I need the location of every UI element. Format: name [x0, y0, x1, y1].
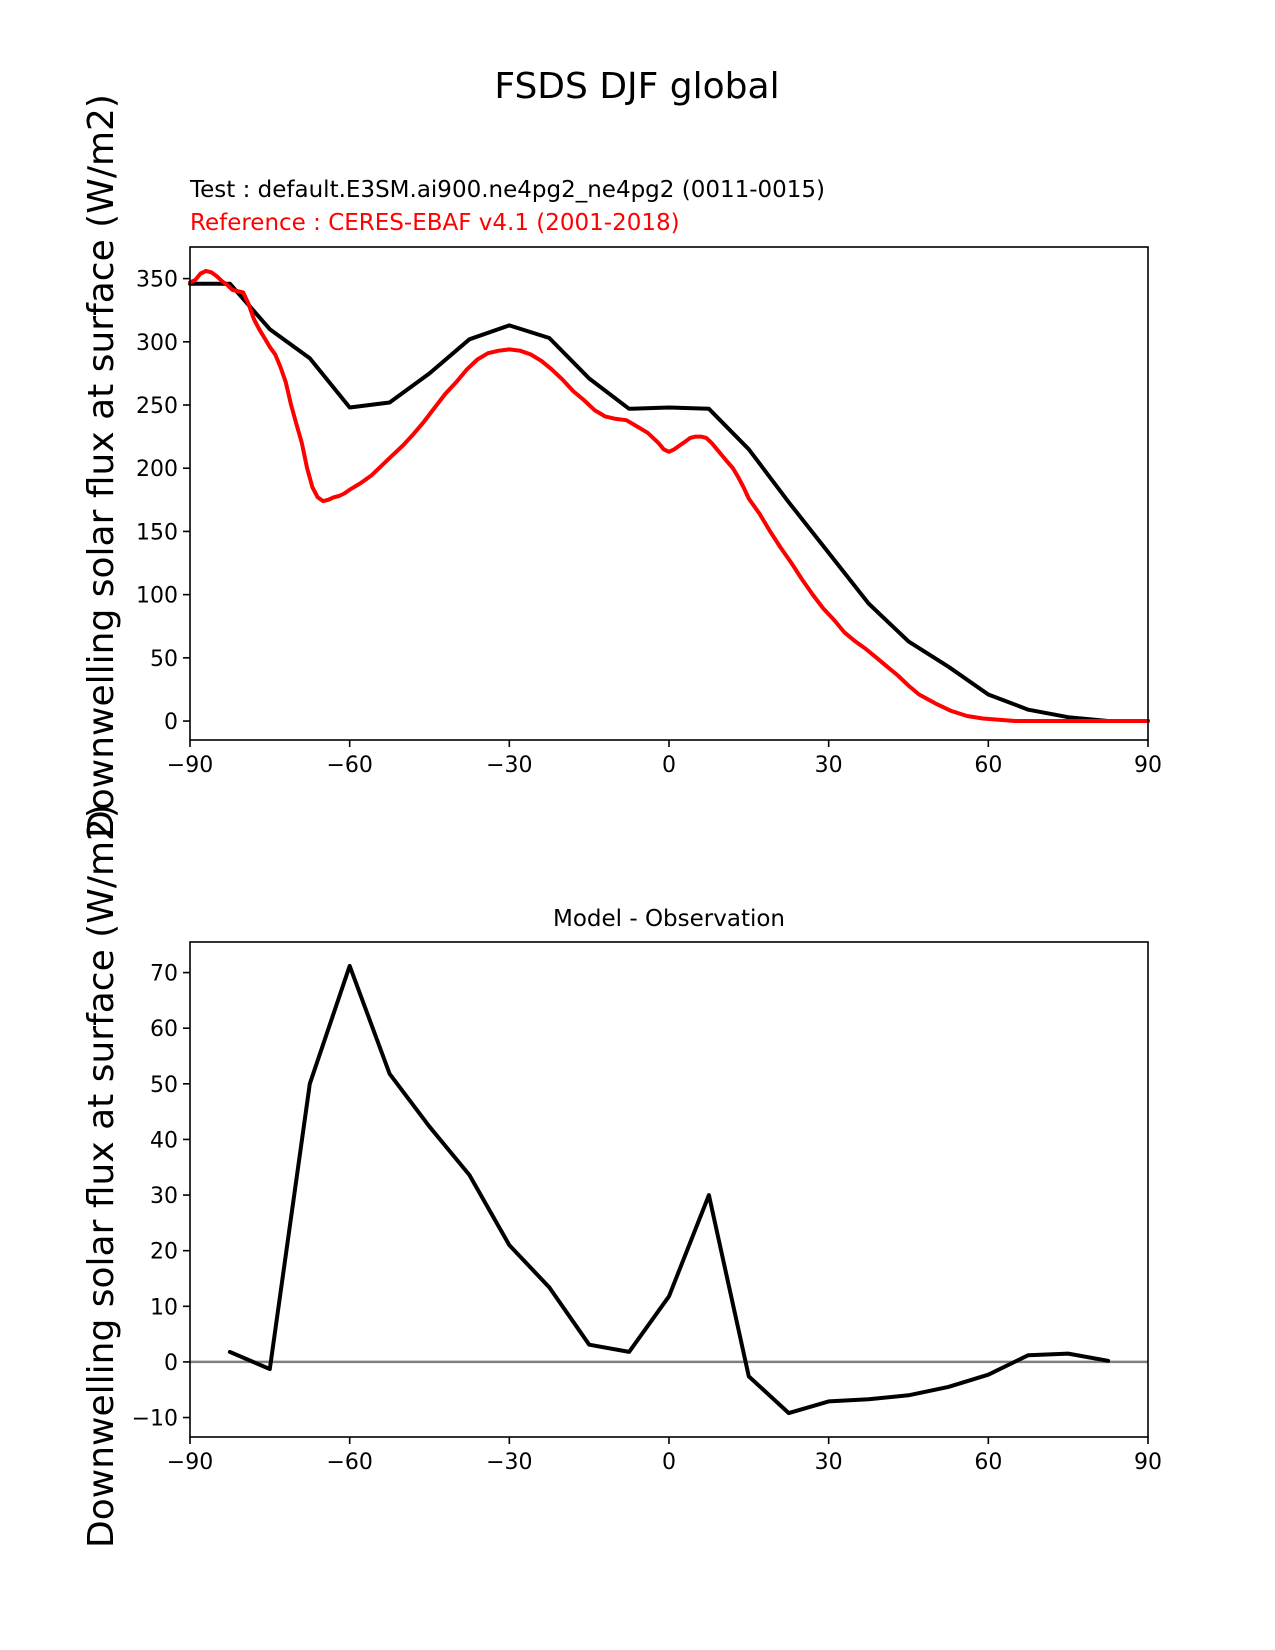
top-ytick-label: 250 [136, 394, 178, 419]
top-ytick-label: 200 [136, 457, 178, 482]
top-xtick-label: −60 [326, 753, 372, 778]
reference-label: Reference : CERES-EBAF v4.1 (2001-2018) [190, 210, 680, 236]
top-ytick-label: 350 [136, 268, 178, 293]
top-series-reference-line [188, 269, 1150, 723]
bottom-ytick-label: −10 [132, 1407, 178, 1432]
bottom-ytick-label: 20 [150, 1240, 178, 1265]
bottom-series-difference-line [227, 963, 1111, 1416]
figure-title: FSDS DJF global [494, 66, 779, 107]
top-xtick-label: −30 [486, 753, 532, 778]
bottom-subplot-title: Model - Observation [553, 906, 785, 932]
top-plot-area: −90 −60 −30 0 30 60 90 0 50 100 150 200 250 300 350 [136, 246, 1162, 778]
top-ytick-label: 150 [136, 520, 178, 545]
top-axes-frame [189, 246, 1149, 741]
bottom-ytick-label: 10 [150, 1295, 178, 1320]
top-xtick-label: 90 [1134, 753, 1162, 778]
top-series-test-line [188, 281, 1150, 723]
bottom-ylabel: Downwelling solar flux at surface (W/m2) [81, 804, 122, 1548]
bottom-ytick-label: 60 [150, 1017, 178, 1042]
top-ytick-label: 50 [150, 647, 178, 672]
bottom-ytick-label: 40 [150, 1128, 178, 1153]
bottom-plot-area: −90 −60 −30 0 30 60 90 −10 0 10 20 30 40 50 60 70 [132, 941, 1162, 1475]
bottom-xtick-label: −60 [326, 1450, 372, 1475]
top-ylabel: Downwelling solar flux at surface (W/m2) [81, 94, 122, 838]
bottom-xtick-label: 0 [662, 1450, 676, 1475]
bottom-xtick-label: −30 [486, 1450, 532, 1475]
test-label: Test : default.E3SM.ai900.ne4pg2_ne4pg2 … [189, 177, 825, 203]
bottom-xtick-label: 90 [1134, 1450, 1162, 1475]
top-xtick-label: 60 [974, 753, 1002, 778]
bottom-xtick-label: −90 [167, 1450, 213, 1475]
bottom-ytick-label: 50 [150, 1073, 178, 1098]
bottom-xtick-label: 30 [815, 1450, 843, 1475]
bottom-ytick-label: 0 [164, 1351, 178, 1376]
top-ytick-label: 100 [136, 584, 178, 609]
top-xtick-label: −90 [167, 753, 213, 778]
top-xtick-label: 30 [815, 753, 843, 778]
bottom-ytick-label: 30 [150, 1184, 178, 1209]
top-ytick-label: 0 [164, 710, 178, 735]
top-ytick-label: 300 [136, 331, 178, 356]
bottom-xtick-label: 60 [974, 1450, 1002, 1475]
top-xtick-label: 0 [662, 753, 676, 778]
bottom-ytick-label: 70 [150, 962, 178, 987]
